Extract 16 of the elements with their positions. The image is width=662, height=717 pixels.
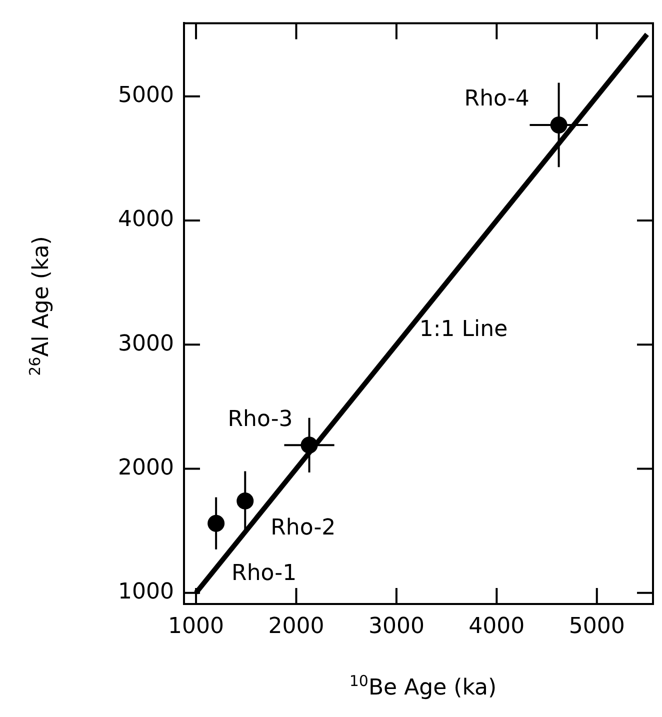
annotation: Rho-4 (464, 86, 530, 112)
annotation: 1:1 Line (419, 317, 508, 342)
annotation: Rho-3 (228, 406, 293, 432)
annotation: Rho-1 (232, 561, 297, 586)
x-tick-label: 5000 (568, 614, 625, 639)
x-tick-label: 2000 (268, 614, 324, 639)
x-axis-title: $^{10}$Be Age (ka) (349, 672, 497, 700)
y-tick-label: 3000 (118, 331, 174, 356)
y-tick-label: 2000 (118, 455, 174, 480)
x-tick-label: 1000 (168, 614, 224, 639)
annotation: Rho-2 (270, 516, 336, 541)
y-tick-label: 4000 (118, 207, 174, 232)
x-tick-label: 3000 (368, 614, 424, 639)
y-tick-label: 5000 (118, 83, 174, 108)
y-tick-label: 1000 (118, 580, 174, 605)
x-tick-label: 4000 (468, 614, 525, 639)
